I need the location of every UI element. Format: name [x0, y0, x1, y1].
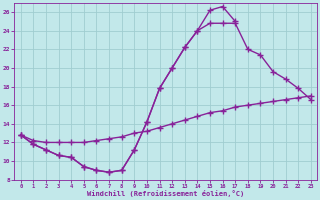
X-axis label: Windchill (Refroidissement éolien,°C): Windchill (Refroidissement éolien,°C)	[87, 190, 244, 197]
